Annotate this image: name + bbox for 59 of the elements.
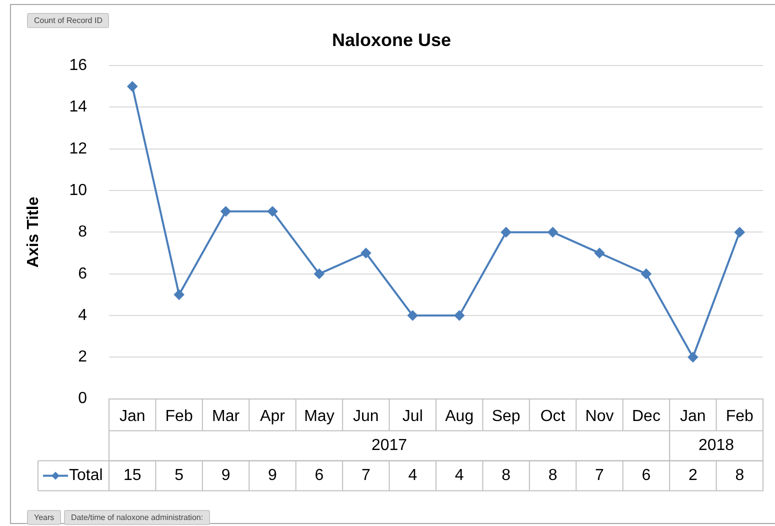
data-label: 2 xyxy=(688,467,698,484)
field-button: Date/time of naloxone administration: xyxy=(64,510,210,525)
x-tick-label: Aug xyxy=(445,408,474,425)
y-tick-label: 0 xyxy=(78,390,88,408)
x-tick-label: Feb xyxy=(726,408,754,425)
point xyxy=(268,206,278,216)
y-tick-label: 12 xyxy=(69,140,88,158)
point xyxy=(641,268,652,279)
x-tick-label: Nov xyxy=(585,408,614,425)
x-tick-label: Jan xyxy=(119,408,146,425)
x-tick-label: Jul xyxy=(402,408,423,425)
data-label: 8 xyxy=(502,467,511,484)
point xyxy=(314,268,324,279)
text: 2018 xyxy=(698,437,734,454)
data-label: 7 xyxy=(361,467,370,484)
data-label: 6 xyxy=(314,467,324,484)
y-tick-label: 14 xyxy=(69,98,88,116)
y-tick-label: 4 xyxy=(78,306,88,324)
data-label: 4 xyxy=(408,467,418,484)
x-tick-label: Mar xyxy=(212,408,240,425)
x-tick-label: Feb xyxy=(165,408,193,425)
x-tick-label: Dec xyxy=(632,408,660,425)
data-label: 7 xyxy=(595,467,604,484)
x-tick-label: Sep xyxy=(492,408,520,425)
chart-title: Naloxone Use xyxy=(332,30,452,50)
data-label: 8 xyxy=(548,467,558,484)
x-tick-label: Jan xyxy=(680,408,706,425)
text: 2017 xyxy=(371,437,408,454)
x-tick-label: Apr xyxy=(260,408,286,425)
point xyxy=(454,310,464,320)
y-tick-label: 10 xyxy=(69,182,88,199)
x-tick-label: Jun xyxy=(353,408,379,425)
data-label: 9 xyxy=(268,467,278,484)
y-tick-label: 2 xyxy=(78,348,88,366)
data-label: 8 xyxy=(735,467,744,484)
point xyxy=(688,352,698,362)
point xyxy=(220,206,231,216)
point xyxy=(360,248,371,258)
y-tick-label: 8 xyxy=(78,224,88,241)
y-tick-label: 16 xyxy=(69,57,88,74)
data-label: 15 xyxy=(123,467,142,484)
point xyxy=(548,227,558,238)
x-tick-label: May xyxy=(304,408,334,425)
data-label: 4 xyxy=(454,467,464,484)
legend-label: Total xyxy=(69,467,103,484)
field-button: Count of Record ID xyxy=(27,13,110,28)
y-axis-title: Axis Title xyxy=(25,196,42,268)
point xyxy=(594,248,604,258)
point xyxy=(408,310,418,320)
data-label: 6 xyxy=(642,467,651,484)
point xyxy=(174,290,184,300)
point xyxy=(501,227,512,238)
field-button: Years xyxy=(27,510,62,525)
data-label: 9 xyxy=(221,467,230,484)
point xyxy=(734,227,745,238)
x-tick-label: Oct xyxy=(540,408,566,425)
point xyxy=(127,81,138,92)
data-label: 5 xyxy=(174,467,184,484)
y-tick-label: 6 xyxy=(78,265,88,282)
